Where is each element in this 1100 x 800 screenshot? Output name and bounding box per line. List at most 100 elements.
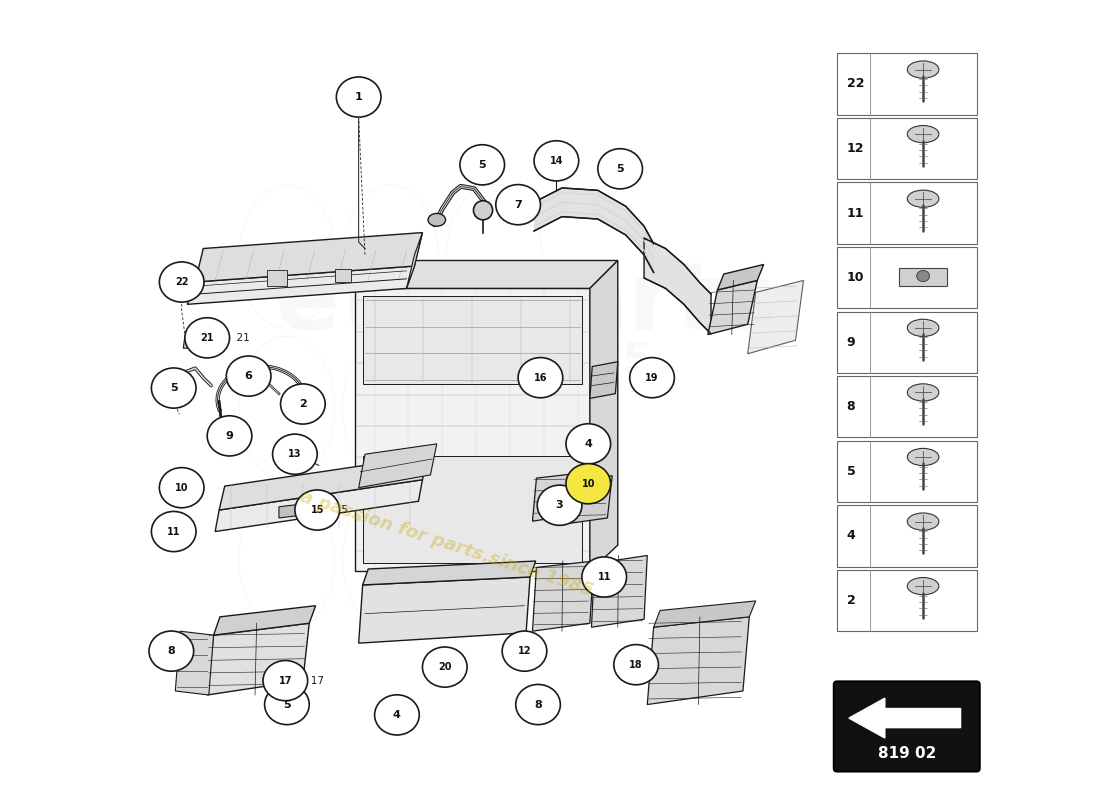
Ellipse shape bbox=[152, 511, 196, 552]
Text: 7: 7 bbox=[514, 200, 522, 210]
Bar bbox=[837, 247, 977, 308]
Polygon shape bbox=[590, 261, 618, 571]
Ellipse shape bbox=[629, 358, 674, 398]
Polygon shape bbox=[359, 577, 530, 643]
Polygon shape bbox=[363, 296, 582, 384]
Polygon shape bbox=[645, 238, 711, 334]
Polygon shape bbox=[708, 281, 757, 334]
Ellipse shape bbox=[908, 384, 939, 401]
Ellipse shape bbox=[614, 645, 659, 685]
Bar bbox=[267, 270, 287, 286]
Polygon shape bbox=[354, 261, 618, 288]
Text: 22: 22 bbox=[847, 78, 865, 90]
Polygon shape bbox=[213, 606, 316, 635]
Text: 11: 11 bbox=[847, 206, 865, 219]
Bar bbox=[837, 54, 977, 114]
Ellipse shape bbox=[908, 126, 939, 142]
Bar bbox=[837, 506, 977, 566]
Polygon shape bbox=[568, 476, 613, 523]
Text: 9: 9 bbox=[226, 431, 233, 441]
Text: 14: 14 bbox=[550, 156, 563, 166]
Ellipse shape bbox=[375, 695, 419, 735]
Text: 21: 21 bbox=[230, 333, 250, 343]
Text: 3: 3 bbox=[556, 500, 563, 510]
Text: 2: 2 bbox=[847, 594, 856, 607]
Ellipse shape bbox=[908, 61, 939, 78]
Text: 8: 8 bbox=[847, 400, 855, 414]
Ellipse shape bbox=[207, 416, 252, 456]
Polygon shape bbox=[592, 555, 647, 627]
Ellipse shape bbox=[908, 578, 939, 594]
Polygon shape bbox=[647, 617, 749, 705]
Text: 819 02: 819 02 bbox=[878, 746, 936, 761]
Ellipse shape bbox=[295, 490, 340, 530]
Text: 19: 19 bbox=[646, 373, 659, 382]
Ellipse shape bbox=[518, 358, 563, 398]
Polygon shape bbox=[363, 561, 536, 585]
Text: 21: 21 bbox=[200, 333, 213, 343]
Text: 8: 8 bbox=[167, 646, 175, 656]
Bar bbox=[837, 441, 977, 502]
Text: 5: 5 bbox=[169, 383, 177, 393]
Polygon shape bbox=[407, 233, 422, 288]
Polygon shape bbox=[535, 188, 653, 273]
Ellipse shape bbox=[565, 464, 610, 504]
Text: 10: 10 bbox=[582, 478, 595, 489]
Bar bbox=[837, 376, 977, 438]
Text: 10: 10 bbox=[847, 271, 865, 284]
Text: 4: 4 bbox=[584, 439, 592, 449]
Text: 5: 5 bbox=[847, 465, 856, 478]
Ellipse shape bbox=[908, 513, 939, 530]
Text: 17: 17 bbox=[278, 676, 293, 686]
Bar bbox=[837, 182, 977, 244]
Ellipse shape bbox=[185, 318, 230, 358]
Text: 12: 12 bbox=[847, 142, 865, 155]
Text: 8: 8 bbox=[535, 699, 542, 710]
Polygon shape bbox=[354, 288, 590, 571]
Text: 2: 2 bbox=[299, 399, 307, 409]
Text: 10: 10 bbox=[175, 482, 188, 493]
Bar bbox=[837, 570, 977, 631]
Text: 20: 20 bbox=[438, 662, 451, 672]
Text: 13: 13 bbox=[288, 450, 301, 459]
Ellipse shape bbox=[273, 434, 317, 474]
Ellipse shape bbox=[516, 685, 560, 725]
Ellipse shape bbox=[337, 77, 381, 117]
Bar bbox=[837, 311, 977, 373]
Ellipse shape bbox=[908, 319, 939, 337]
Ellipse shape bbox=[160, 262, 204, 302]
Text: 12: 12 bbox=[518, 646, 531, 656]
Text: since 1985: since 1985 bbox=[400, 339, 652, 381]
Text: 5: 5 bbox=[478, 160, 486, 170]
Polygon shape bbox=[532, 474, 578, 521]
Ellipse shape bbox=[160, 468, 204, 508]
Text: 22: 22 bbox=[175, 277, 188, 287]
Polygon shape bbox=[590, 362, 618, 398]
Polygon shape bbox=[279, 504, 305, 518]
Ellipse shape bbox=[537, 485, 582, 526]
Ellipse shape bbox=[535, 141, 579, 181]
Text: 6: 6 bbox=[244, 371, 253, 381]
Polygon shape bbox=[195, 233, 422, 282]
FancyBboxPatch shape bbox=[834, 682, 980, 771]
Text: 11: 11 bbox=[167, 526, 180, 537]
Ellipse shape bbox=[152, 368, 196, 408]
Ellipse shape bbox=[597, 149, 642, 189]
Polygon shape bbox=[175, 631, 213, 695]
Ellipse shape bbox=[473, 201, 493, 220]
Polygon shape bbox=[653, 601, 756, 627]
Polygon shape bbox=[219, 456, 429, 510]
Ellipse shape bbox=[908, 448, 939, 466]
Text: 4: 4 bbox=[393, 710, 400, 720]
Ellipse shape bbox=[148, 631, 194, 671]
Text: 18: 18 bbox=[629, 660, 642, 670]
Ellipse shape bbox=[496, 185, 540, 225]
Ellipse shape bbox=[263, 661, 308, 701]
Polygon shape bbox=[187, 266, 415, 304]
Polygon shape bbox=[532, 561, 594, 631]
Ellipse shape bbox=[422, 647, 468, 687]
Polygon shape bbox=[207, 623, 309, 695]
Ellipse shape bbox=[280, 384, 326, 424]
Ellipse shape bbox=[908, 190, 939, 207]
Ellipse shape bbox=[428, 214, 446, 226]
